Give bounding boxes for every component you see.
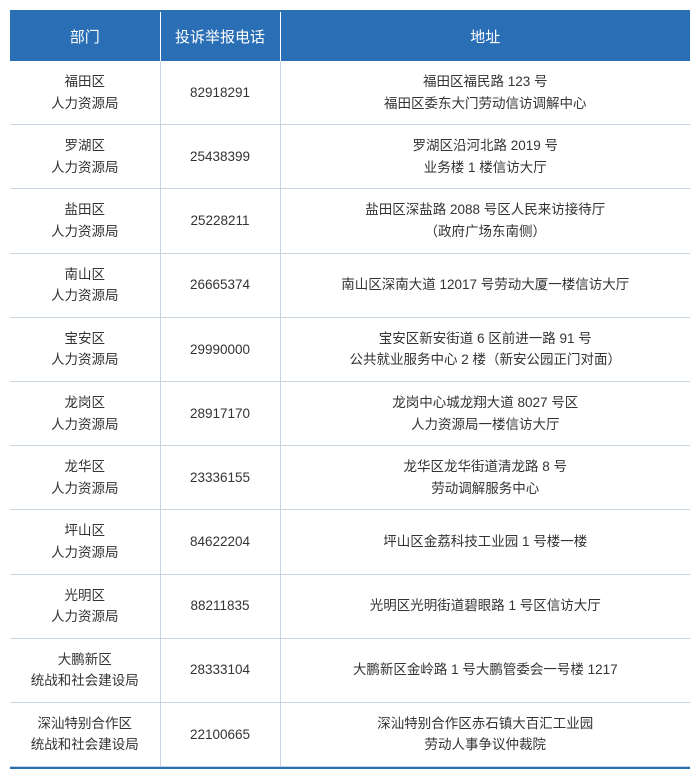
cell-address: 龙岗中心城龙翔大道 8027 号区人力资源局一楼信访大厅 <box>280 381 690 445</box>
cell-address: 福田区福民路 123 号福田区委东大门劳动信访调解中心 <box>280 61 690 125</box>
dept-line2: 人力资源局 <box>18 542 152 564</box>
cell-phone: 23336155 <box>160 446 280 510</box>
cell-department: 南山区人力资源局 <box>10 253 160 317</box>
addr-line1: 宝安区新安街道 6 区前进一路 91 号 <box>289 328 683 350</box>
cell-department: 坪山区人力资源局 <box>10 510 160 574</box>
table-row: 罗湖区人力资源局25438399罗湖区沿河北路 2019 号业务楼 1 楼信访大… <box>10 125 690 189</box>
dept-line2: 统战和社会建设局 <box>18 734 152 756</box>
dept-line1: 龙华区 <box>18 456 152 478</box>
table-row: 龙岗区人力资源局28917170龙岗中心城龙翔大道 8027 号区人力资源局一楼… <box>10 381 690 445</box>
dept-line2: 统战和社会建设局 <box>18 670 152 692</box>
cell-department: 宝安区人力资源局 <box>10 317 160 381</box>
cell-phone: 22100665 <box>160 702 280 766</box>
dept-line1: 大鹏新区 <box>18 649 152 671</box>
addr-line1: 龙岗中心城龙翔大道 8027 号区 <box>289 392 683 414</box>
cell-phone: 28917170 <box>160 381 280 445</box>
addr-line1: 深汕特别合作区赤石镇大百汇工业园 <box>289 713 683 735</box>
header-phone: 投诉举报电话 <box>160 12 280 61</box>
cell-address: 龙华区龙华街道清龙路 8 号劳动调解服务中心 <box>280 446 690 510</box>
cell-department: 龙华区人力资源局 <box>10 446 160 510</box>
table-row: 龙华区人力资源局23336155龙华区龙华街道清龙路 8 号劳动调解服务中心 <box>10 446 690 510</box>
addr-line2: 人力资源局一楼信访大厅 <box>289 414 683 436</box>
cell-address: 盐田区深盐路 2088 号区人民来访接待厅（政府广场东南侧） <box>280 189 690 253</box>
cell-phone: 82918291 <box>160 61 280 125</box>
cell-address: 深汕特别合作区赤石镇大百汇工业园劳动人事争议仲裁院 <box>280 702 690 766</box>
contact-table: 部门 投诉举报电话 地址 福田区人力资源局82918291福田区福民路 123 … <box>10 12 690 767</box>
cell-address: 罗湖区沿河北路 2019 号业务楼 1 楼信访大厅 <box>280 125 690 189</box>
cell-department: 盐田区人力资源局 <box>10 189 160 253</box>
cell-department: 光明区人力资源局 <box>10 574 160 638</box>
dept-line2: 人力资源局 <box>18 285 152 307</box>
dept-line1: 宝安区 <box>18 328 152 350</box>
cell-phone: 84622204 <box>160 510 280 574</box>
addr-line2: 业务楼 1 楼信访大厅 <box>289 157 683 179</box>
dept-line2: 人力资源局 <box>18 349 152 371</box>
dept-line2: 人力资源局 <box>18 157 152 179</box>
cell-phone: 26665374 <box>160 253 280 317</box>
addr-line2: 劳动人事争议仲裁院 <box>289 734 683 756</box>
table-row: 坪山区人力资源局84622204坪山区金荔科技工业园 1 号楼一楼 <box>10 510 690 574</box>
table-row: 福田区人力资源局82918291福田区福民路 123 号福田区委东大门劳动信访调… <box>10 61 690 125</box>
cell-department: 大鹏新区统战和社会建设局 <box>10 638 160 702</box>
addr-line1: 坪山区金荔科技工业园 1 号楼一楼 <box>289 531 683 553</box>
dept-line2: 人力资源局 <box>18 478 152 500</box>
cell-department: 福田区人力资源局 <box>10 61 160 125</box>
cell-address: 大鹏新区金岭路 1 号大鹏管委会一号楼 1217 <box>280 638 690 702</box>
cell-phone: 88211835 <box>160 574 280 638</box>
addr-line1: 龙华区龙华街道清龙路 8 号 <box>289 456 683 478</box>
dept-line1: 光明区 <box>18 585 152 607</box>
table-row: 光明区人力资源局88211835光明区光明街道碧眼路 1 号区信访大厅 <box>10 574 690 638</box>
cell-address: 宝安区新安街道 6 区前进一路 91 号公共就业服务中心 2 楼（新安公园正门对… <box>280 317 690 381</box>
addr-line2: 劳动调解服务中心 <box>289 478 683 500</box>
dept-line1: 深汕特别合作区 <box>18 713 152 735</box>
dept-line1: 盐田区 <box>18 199 152 221</box>
addr-line1: 大鹏新区金岭路 1 号大鹏管委会一号楼 1217 <box>289 659 683 681</box>
table-row: 大鹏新区统战和社会建设局28333104大鹏新区金岭路 1 号大鹏管委会一号楼 … <box>10 638 690 702</box>
cell-department: 罗湖区人力资源局 <box>10 125 160 189</box>
cell-phone: 29990000 <box>160 317 280 381</box>
dept-line1: 福田区 <box>18 71 152 93</box>
header-address: 地址 <box>280 12 690 61</box>
table-row: 宝安区人力资源局29990000宝安区新安街道 6 区前进一路 91 号公共就业… <box>10 317 690 381</box>
dept-line2: 人力资源局 <box>18 414 152 436</box>
cell-department: 龙岗区人力资源局 <box>10 381 160 445</box>
addr-line1: 福田区福民路 123 号 <box>289 71 683 93</box>
addr-line2: （政府广场东南侧） <box>289 221 683 243</box>
cell-address: 坪山区金荔科技工业园 1 号楼一楼 <box>280 510 690 574</box>
dept-line1: 坪山区 <box>18 520 152 542</box>
addr-line1: 南山区深南大道 12017 号劳动大厦一楼信访大厅 <box>289 274 683 296</box>
cell-phone: 28333104 <box>160 638 280 702</box>
table-header-row: 部门 投诉举报电话 地址 <box>10 12 690 61</box>
addr-line2: 福田区委东大门劳动信访调解中心 <box>289 93 683 115</box>
cell-department: 深汕特别合作区统战和社会建设局 <box>10 702 160 766</box>
cell-address: 南山区深南大道 12017 号劳动大厦一楼信访大厅 <box>280 253 690 317</box>
contact-table-container: 部门 投诉举报电话 地址 福田区人力资源局82918291福田区福民路 123 … <box>10 10 690 769</box>
table-row: 南山区人力资源局26665374南山区深南大道 12017 号劳动大厦一楼信访大… <box>10 253 690 317</box>
addr-line2: 公共就业服务中心 2 楼（新安公园正门对面） <box>289 349 683 371</box>
dept-line1: 南山区 <box>18 264 152 286</box>
dept-line2: 人力资源局 <box>18 606 152 628</box>
addr-line1: 光明区光明街道碧眼路 1 号区信访大厅 <box>289 595 683 617</box>
addr-line1: 罗湖区沿河北路 2019 号 <box>289 135 683 157</box>
header-department: 部门 <box>10 12 160 61</box>
dept-line1: 龙岗区 <box>18 392 152 414</box>
cell-phone: 25228211 <box>160 189 280 253</box>
addr-line1: 盐田区深盐路 2088 号区人民来访接待厅 <box>289 199 683 221</box>
cell-phone: 25438399 <box>160 125 280 189</box>
dept-line1: 罗湖区 <box>18 135 152 157</box>
dept-line2: 人力资源局 <box>18 93 152 115</box>
table-row: 盐田区人力资源局25228211盐田区深盐路 2088 号区人民来访接待厅（政府… <box>10 189 690 253</box>
table-row: 深汕特别合作区统战和社会建设局22100665深汕特别合作区赤石镇大百汇工业园劳… <box>10 702 690 766</box>
dept-line2: 人力资源局 <box>18 221 152 243</box>
cell-address: 光明区光明街道碧眼路 1 号区信访大厅 <box>280 574 690 638</box>
